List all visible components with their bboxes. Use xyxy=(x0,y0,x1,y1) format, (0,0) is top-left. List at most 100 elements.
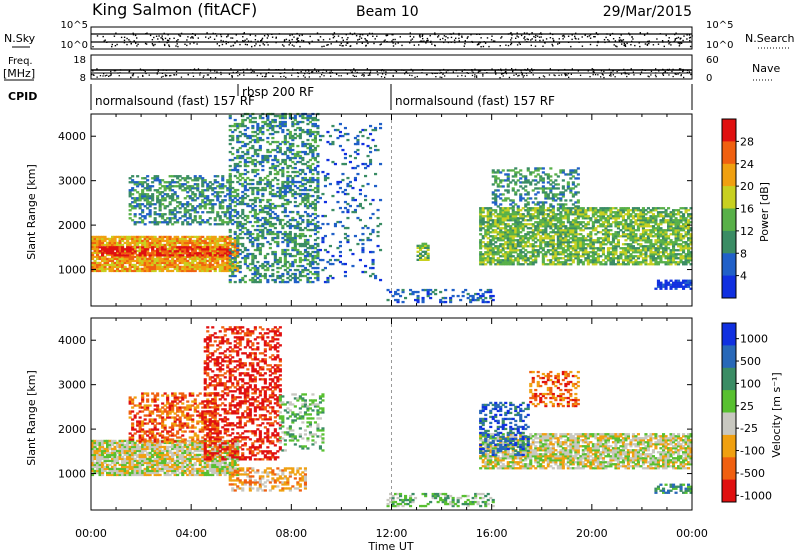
heatmap-cell xyxy=(146,248,149,250)
nsearch-dot xyxy=(645,43,646,44)
nsearch-dot xyxy=(520,44,521,45)
heatmap-cell xyxy=(184,207,187,209)
heatmap-cell xyxy=(264,273,267,275)
heatmap-cell xyxy=(229,281,232,283)
nsearch-dot xyxy=(216,35,217,36)
heatmap-cell xyxy=(354,157,357,159)
nsearch-dot xyxy=(575,38,576,39)
nave-dot xyxy=(553,74,554,75)
heatmap-cell xyxy=(164,246,167,248)
heatmap-cell xyxy=(251,193,254,195)
heatmap-cell xyxy=(199,244,202,246)
heatmap-cell xyxy=(276,165,279,167)
heatmap-cell xyxy=(111,260,114,262)
nsearch-dot xyxy=(242,40,243,41)
heatmap-cell xyxy=(301,157,304,159)
heatmap-cell xyxy=(216,197,219,199)
heatmap-cell xyxy=(534,257,537,259)
nsearch-dot xyxy=(347,37,348,38)
heatmap-cell xyxy=(174,217,177,219)
nave-dot xyxy=(498,69,499,70)
heatmap-cell xyxy=(299,261,302,263)
nsearch-dot xyxy=(605,37,606,38)
heatmap-cell xyxy=(169,203,172,205)
heatmap-cell xyxy=(354,137,357,139)
heatmap-cell xyxy=(289,185,292,187)
heatmap-cell xyxy=(309,265,312,267)
heatmap-cell xyxy=(279,259,282,261)
heatmap-cell xyxy=(209,262,212,264)
heatmap-cell xyxy=(251,277,254,279)
heatmap-cell xyxy=(174,252,177,254)
nsearch-dot xyxy=(116,44,117,45)
nsearch-dot xyxy=(352,34,353,35)
heatmap-cell xyxy=(256,133,259,135)
heatmap-cell xyxy=(161,238,164,240)
heatmap-cell xyxy=(231,251,234,253)
heatmap-cell xyxy=(397,299,400,301)
heatmap-cell xyxy=(251,179,254,181)
heatmap-cell xyxy=(294,157,297,159)
heatmap-cell xyxy=(354,211,357,213)
nsearch-dot xyxy=(553,40,554,41)
heatmap-cell xyxy=(206,248,209,250)
nave-dot xyxy=(640,74,641,75)
heatmap-cell xyxy=(229,183,232,185)
nave-dot xyxy=(356,76,357,77)
heatmap-cell xyxy=(326,141,329,143)
heatmap-cell xyxy=(316,165,319,167)
nave-dot xyxy=(612,70,613,71)
nsearch-dot xyxy=(505,45,506,46)
heatmap-cell xyxy=(314,239,317,241)
heatmap-cell xyxy=(354,167,357,169)
heatmap-cell xyxy=(246,229,249,231)
heatmap-cell xyxy=(387,289,390,291)
heatmap-cell xyxy=(326,261,329,263)
nsearch-dot xyxy=(326,45,327,46)
nave-dot xyxy=(522,74,523,75)
heatmap-cell xyxy=(316,179,319,181)
heatmap-cell xyxy=(169,219,172,221)
nsearch-dot xyxy=(339,45,340,46)
heatmap-cell xyxy=(239,179,242,181)
nsearch-dot xyxy=(299,35,300,36)
heatmap-cell xyxy=(234,269,237,271)
heatmap-cell xyxy=(211,189,214,191)
heatmap-cell xyxy=(261,139,264,141)
heatmap-cell xyxy=(429,293,432,295)
heatmap-cell xyxy=(284,123,287,125)
nsearch-dot xyxy=(454,40,455,41)
heatmap-cell xyxy=(549,259,552,261)
heatmap-cell xyxy=(254,275,257,277)
nave-dot xyxy=(665,71,666,72)
heatmap-cell xyxy=(114,238,117,240)
heatmap-cell xyxy=(309,277,312,279)
nsearch-dot xyxy=(683,35,684,36)
heatmap-cell xyxy=(264,265,267,267)
nave-dot xyxy=(97,77,98,78)
nsearch-dot xyxy=(267,34,268,35)
nsearch-dot xyxy=(430,35,431,36)
heatmap-cell xyxy=(209,244,212,246)
heatmap-cell xyxy=(184,183,187,185)
heatmap-cell xyxy=(284,117,287,119)
nsearch-dot xyxy=(104,40,105,41)
heatmap-cell xyxy=(254,121,257,123)
nsearch-dot xyxy=(616,46,617,47)
heatmap-cell xyxy=(141,183,144,185)
heatmap-cell xyxy=(306,259,309,261)
nave-dot xyxy=(527,68,528,69)
heatmap-cell xyxy=(294,117,297,119)
nave-dot xyxy=(396,71,397,72)
heatmap-cell xyxy=(119,242,122,244)
nave-dot xyxy=(673,76,674,77)
heatmap-cell xyxy=(331,161,334,163)
heatmap-cell xyxy=(174,215,177,217)
heatmap-cell xyxy=(316,191,319,193)
nsearch-dot xyxy=(686,34,687,35)
nsearch-dot xyxy=(572,34,573,35)
nsearch-dot xyxy=(152,44,153,45)
heatmap-cell xyxy=(194,199,197,201)
heatmap-cell xyxy=(216,242,219,244)
heatmap-cell xyxy=(254,171,257,173)
